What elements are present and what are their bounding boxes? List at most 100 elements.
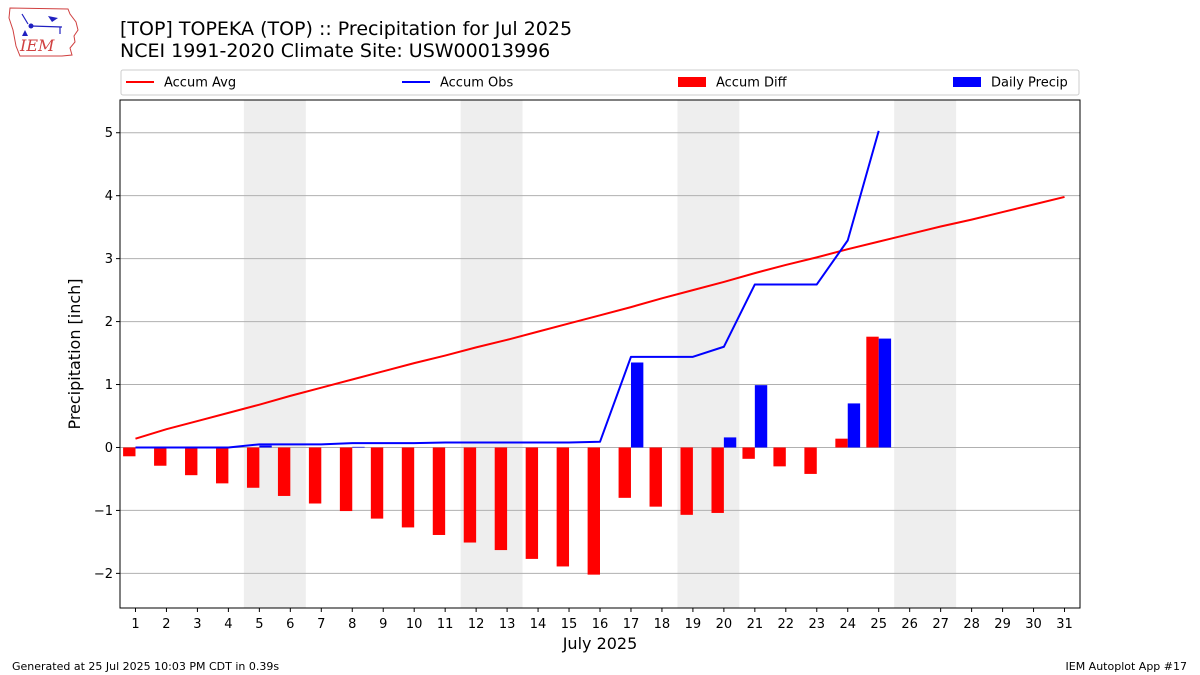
x-tick-label: 8: [348, 617, 356, 632]
bar-daily-precip-day-5: [259, 445, 272, 448]
x-tick-label: 12: [468, 617, 485, 632]
legend-label-accum-diff: Accum Diff: [716, 76, 788, 91]
bar-accum-diff-day-23: [804, 447, 817, 474]
x-tick-label: 9: [379, 617, 387, 632]
x-tick-label: 20: [716, 617, 733, 632]
line-series: [135, 130, 1065, 449]
x-tick-label: 14: [530, 617, 547, 632]
footer-app-credit: IEM Autoplot App #17: [1065, 660, 1188, 673]
bar-accum-diff-day-13: [494, 447, 508, 551]
bar-accum-diff-day-21: [742, 447, 755, 459]
x-tick-label: 13: [499, 617, 516, 632]
bar-series: [123, 336, 892, 575]
x-tick-label: 10: [406, 617, 423, 632]
bar-accum-diff-day-11: [432, 447, 446, 535]
x-tick-label: 31: [1056, 617, 1073, 632]
legend-swatch-accum-diff: [678, 77, 706, 87]
legend-label-accum-avg: Accum Avg: [164, 76, 236, 91]
y-axis-title: Precipitation [inch]: [65, 278, 84, 429]
x-tick-label: 25: [870, 617, 887, 632]
x-tick-label: 30: [1025, 617, 1042, 632]
chart-subtitle: NCEI 1991-2020 Climate Site: USW00013996: [120, 40, 550, 62]
x-tick-label: 11: [437, 617, 454, 632]
x-tick-label: 7: [317, 617, 325, 632]
bar-daily-precip-day-25: [878, 338, 892, 448]
weekend-shade-1: [243, 100, 306, 608]
x-tick-label: 6: [286, 617, 294, 632]
x-axis-title: July 2025: [562, 634, 638, 653]
x-tick-label: 23: [809, 617, 826, 632]
bar-daily-precip-day-8: [352, 446, 365, 448]
bar-accum-diff-day-12: [463, 447, 477, 543]
bar-daily-precip-day-21: [754, 385, 768, 448]
bar-accum-diff-day-4: [216, 447, 229, 484]
y-axis: −2 −1 0 1 2 3 4 5: [94, 126, 120, 582]
x-tick-label: 16: [592, 617, 609, 632]
bar-accum-diff-day-19: [680, 447, 693, 515]
bar-accum-diff-day-14: [525, 447, 539, 559]
bar-accum-diff-day-20: [711, 447, 724, 513]
bar-accum-diff-day-24: [835, 438, 848, 448]
y-tick-label: 0: [105, 441, 113, 456]
bar-accum-diff-day-1: [123, 447, 136, 457]
legend-swatch-daily-precip: [953, 77, 981, 87]
x-tick-label: 29: [994, 617, 1011, 632]
x-tick-label: 2: [162, 617, 170, 632]
y-tick-label: 1: [105, 378, 113, 393]
weekend-shade-4: [894, 100, 957, 608]
x-tick-label: 17: [623, 617, 640, 632]
legend-box: [120, 69, 1080, 96]
x-tick-label: 1: [131, 617, 139, 632]
y-tick-label: 3: [105, 252, 113, 267]
legend-label-accum-obs: Accum Obs: [440, 76, 513, 91]
x-axis: 1 2 3 4 5 6 7 8 9 10 11 12 13 14 15 16 17 18 19 20 21 22 23 24 2…: [131, 608, 1073, 632]
bar-accum-diff-day-15: [556, 447, 570, 567]
x-tick-label: 5: [255, 617, 263, 632]
line-accum-obs: [135, 130, 880, 449]
bar-accum-diff-day-22: [773, 447, 786, 467]
y-tick-label: −1: [94, 504, 113, 519]
bar-daily-precip-day-24: [847, 403, 861, 448]
x-tick-label: 27: [932, 617, 949, 632]
x-tick-label: 4: [224, 617, 232, 632]
logo-text: IEM: [19, 36, 55, 55]
bar-accum-diff-day-2: [154, 447, 167, 466]
x-tick-label: 19: [685, 617, 702, 632]
bar-accum-diff-day-17: [618, 447, 631, 498]
bar-accum-diff-day-8: [339, 447, 353, 512]
x-tick-label: 22: [778, 617, 795, 632]
footer-generated-note: Generated at 25 Jul 2025 10:03 PM CDT in…: [12, 660, 280, 673]
x-tick-label: 15: [561, 617, 578, 632]
iowa-outline-icon: [8, 7, 79, 57]
x-tick-label: 3: [193, 617, 201, 632]
y-tick-label: 4: [105, 189, 113, 204]
bar-accum-diff-day-18: [649, 447, 662, 507]
bar-accum-diff-day-9: [370, 447, 384, 519]
x-tick-label: 28: [963, 617, 980, 632]
x-tick-label: 18: [654, 617, 671, 632]
bar-accum-diff-day-3: [185, 447, 198, 476]
bar-accum-diff-day-6: [277, 447, 291, 496]
y-tick-label: 2: [105, 315, 113, 330]
iem-logo: IEM: [8, 7, 79, 57]
bar-daily-precip-day-17: [630, 362, 644, 448]
legend-label-daily-precip: Daily Precip: [991, 76, 1068, 91]
y-tick-label: 5: [105, 126, 113, 141]
chart-title: [TOP] TOPEKA (TOP) :: Precipitation for …: [120, 18, 572, 40]
legend: Accum Avg Accum Obs Accum Diff Daily Pre…: [120, 69, 1080, 96]
bar-accum-diff-day-5: [246, 447, 260, 488]
bar-accum-diff-day-7: [308, 447, 322, 504]
x-tick-label: 21: [747, 617, 764, 632]
y-tick-label: −2: [94, 567, 113, 582]
line-accum-avg: [135, 195, 1065, 440]
bar-accum-diff-day-25: [866, 336, 879, 448]
bar-accum-diff-day-10: [401, 447, 415, 528]
weekend-shade-3: [677, 100, 740, 608]
weekend-shading: [243, 100, 957, 608]
bar-accum-diff-day-16: [587, 447, 600, 575]
x-tick-label: 26: [901, 617, 918, 632]
bar-daily-precip-day-20: [723, 437, 737, 448]
x-tick-label: 24: [839, 617, 856, 632]
